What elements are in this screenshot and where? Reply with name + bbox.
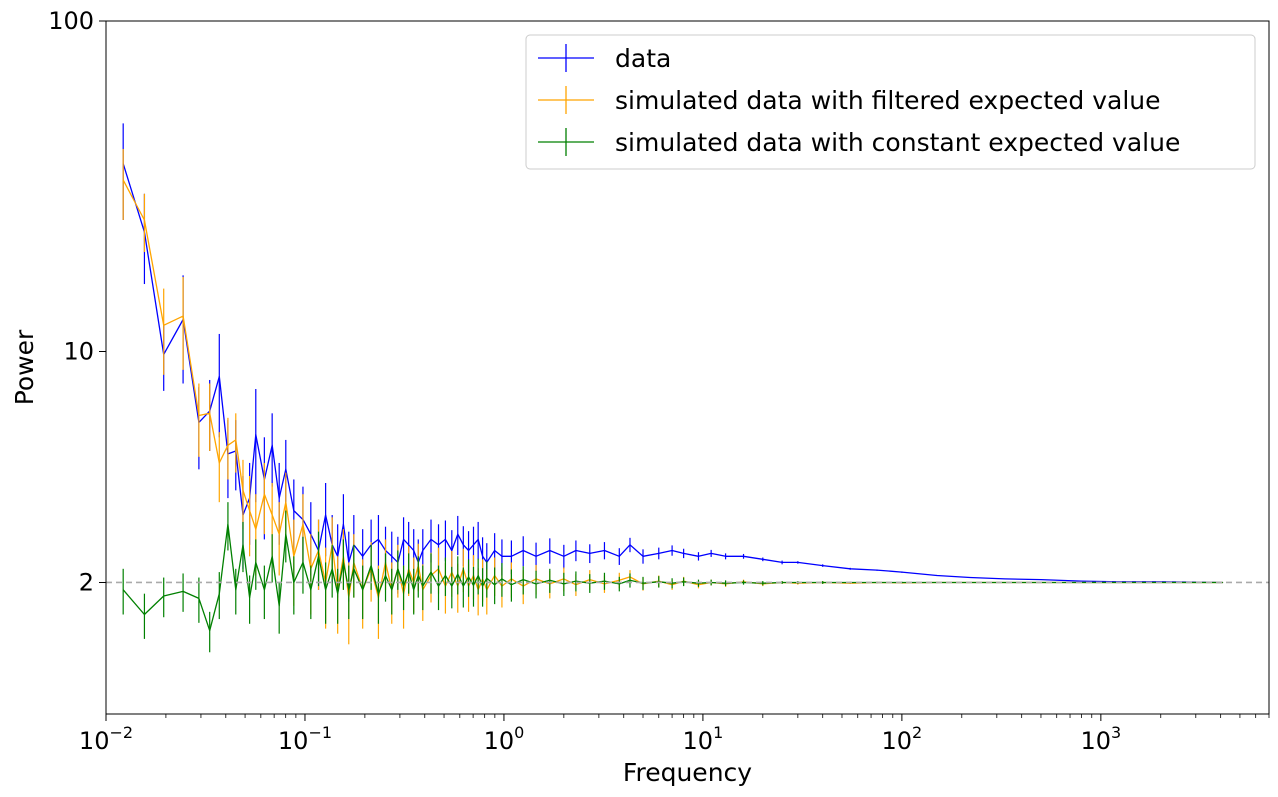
x-tick-label: 100	[484, 723, 525, 755]
series-1	[122, 148, 1224, 645]
x-tick-label: 101	[683, 723, 724, 755]
legend: data simulated data with filtered expect…	[525, 34, 1256, 170]
y-tick-label: 2	[79, 568, 94, 596]
legend-entry: data	[538, 44, 671, 73]
x-tick-label: 102	[882, 723, 923, 755]
plot-frame	[105, 20, 1270, 715]
legend-label-filtered: simulated data with filtered expected va…	[615, 86, 1161, 115]
y-tick-label: 100	[48, 7, 94, 35]
series-2	[122, 502, 1224, 653]
series-layer	[122, 123, 1224, 653]
x-axis-ticks: 10−2 10−1 100 101 102 103	[79, 714, 1270, 755]
y-axis-label: Power	[10, 329, 39, 405]
x-tick-label: 10−2	[79, 723, 133, 755]
x-tick-label: 10−1	[278, 723, 332, 755]
y-tick-label: 10	[63, 337, 94, 365]
legend-entry: simulated data with filtered expected va…	[538, 86, 1161, 115]
series-line	[122, 179, 1223, 599]
series-0	[122, 123, 1224, 602]
series-line	[122, 163, 1223, 584]
legend-label-constant: simulated data with constant expected va…	[615, 128, 1180, 157]
legend-box	[525, 34, 1256, 170]
legend-entry: simulated data with constant expected va…	[538, 128, 1180, 157]
x-axis-label: Frequency	[623, 758, 752, 787]
series-line	[122, 523, 1223, 632]
y-axis-ticks: 2 10 100	[48, 7, 106, 596]
legend-label-data: data	[615, 44, 671, 73]
x-tick-label: 103	[1080, 723, 1121, 755]
